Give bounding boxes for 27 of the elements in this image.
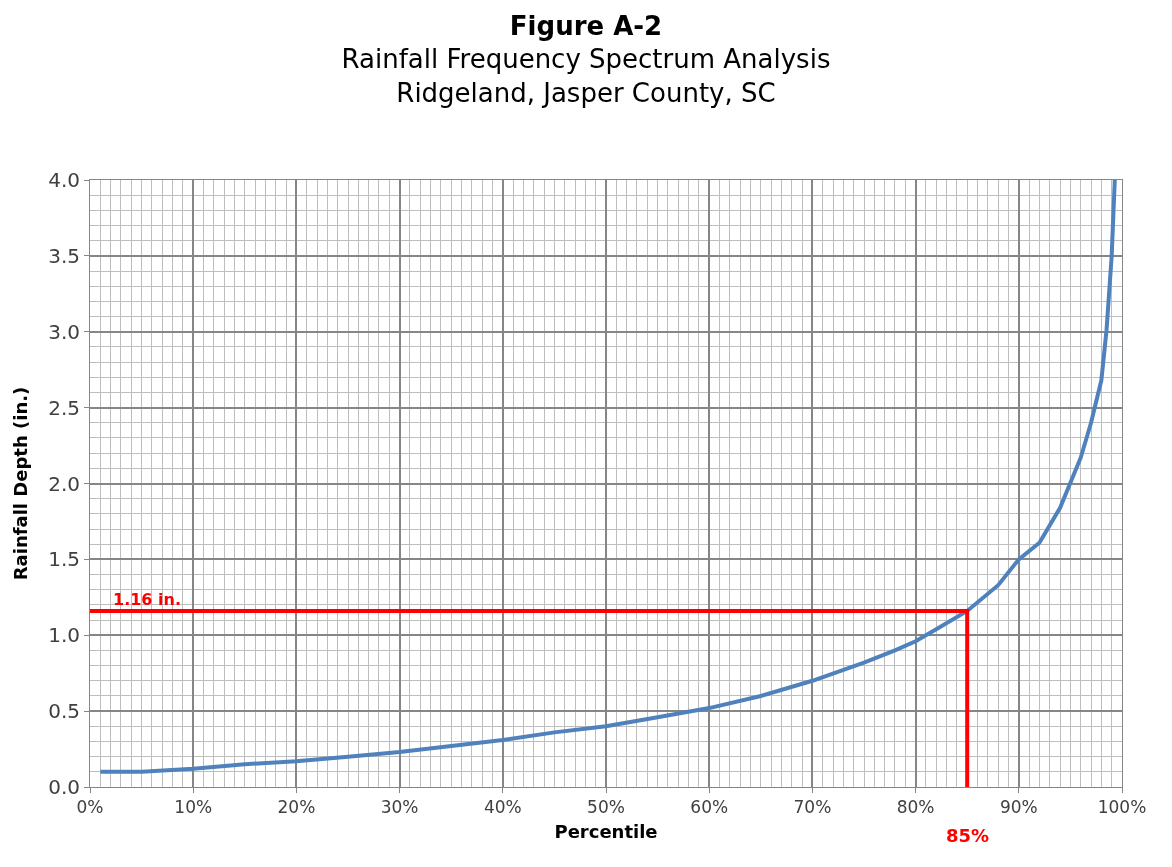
chart-title: Figure A-2: [509, 10, 663, 41]
y-tick-label: 1.0: [48, 623, 80, 648]
annotation: 1.16 in.: [113, 590, 181, 609]
x-axis-title: Percentile: [554, 820, 658, 842]
y-axis-title: Rainfall Depth (in.): [10, 386, 32, 581]
x-tick-label: 0%: [76, 797, 104, 818]
line-series: [98, 180, 1117, 774]
y-tick-label: 3.5: [48, 243, 80, 268]
x-tick-label: 10%: [174, 797, 213, 818]
y-tick-label: 3.0: [48, 319, 80, 344]
y-tick-label: 2.5: [48, 395, 80, 420]
x-tick-label: 100%: [1097, 797, 1147, 818]
x-tick-label: 40%: [483, 797, 522, 818]
x-tick-label: 30%: [380, 797, 419, 818]
y-tick-label: 0.0: [48, 775, 80, 799]
x-tick-label: 20%: [277, 797, 316, 818]
y-tick-label: 0.5: [48, 699, 80, 724]
x-tick-label: 50%: [587, 797, 625, 818]
y-tick-label: 4.0: [48, 168, 80, 192]
y-tick-label: 1.5: [48, 547, 80, 572]
x-tick-label: 60%: [690, 797, 729, 818]
annotation: 85%: [946, 825, 990, 846]
x-tick-label: 90%: [999, 797, 1038, 818]
x-tick-label: 80%: [896, 797, 935, 818]
x-tick-label: 70%: [793, 797, 832, 818]
chart-subtitle: Rainfall Frequency Spectrum Analysis Ridgeland, Jasper County, SC: [341, 44, 831, 109]
y-tick-label: 2.0: [48, 471, 80, 496]
